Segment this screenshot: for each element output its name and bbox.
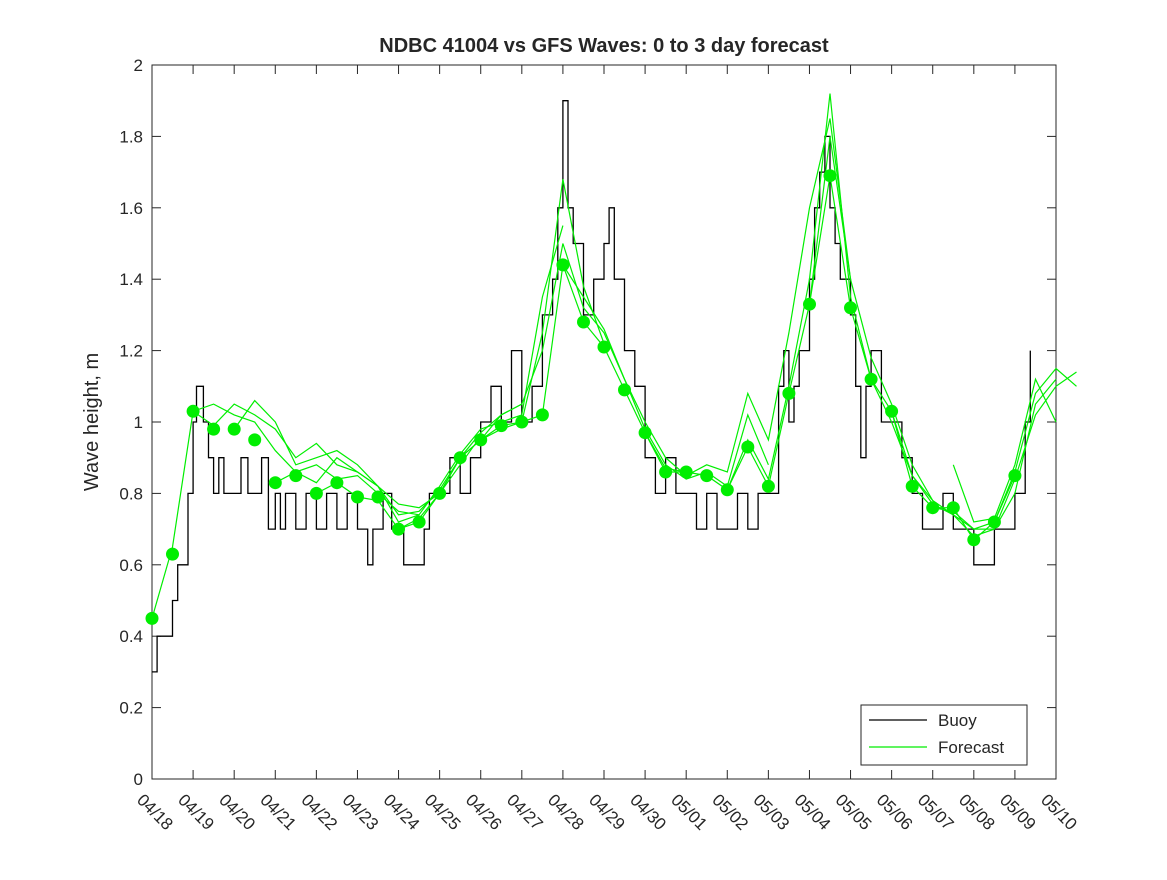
legend-box <box>860 704 1028 766</box>
forecast-marker <box>926 501 940 515</box>
y-tick-label: 0.6 <box>119 556 143 575</box>
forecast-marker <box>412 515 426 529</box>
forecast-marker <box>659 465 673 479</box>
forecast-markers <box>145 169 1022 625</box>
forecast-marker <box>1008 469 1022 483</box>
forecast-marker <box>474 433 488 447</box>
y-tick-label: 0.8 <box>119 484 143 503</box>
forecast-marker <box>823 169 837 183</box>
forecast-marker <box>145 611 159 625</box>
forecast-marker <box>535 408 549 422</box>
forecast-marker <box>166 547 179 561</box>
forecast-marker <box>186 404 200 418</box>
forecast-marker <box>741 440 755 454</box>
forecast-marker <box>618 383 631 397</box>
forecast-marker <box>597 340 611 354</box>
buoy-line <box>152 100 1031 673</box>
forecast-marker <box>638 426 652 440</box>
forecast-marker <box>392 522 405 536</box>
forecast-line <box>808 136 1057 530</box>
forecast-marker <box>864 372 878 386</box>
forecast-marker <box>782 386 796 400</box>
buoy-series <box>152 100 1031 673</box>
forecast-marker <box>967 533 981 547</box>
forecast-marker <box>761 479 775 493</box>
forecast-line <box>192 403 482 509</box>
forecast-line <box>644 93 934 501</box>
forecast-marker <box>720 483 734 497</box>
forecast-marker <box>885 404 899 418</box>
forecast-marker <box>987 515 1001 529</box>
forecast-line <box>562 118 852 477</box>
forecast-marker <box>556 258 570 272</box>
y-tick-label: 1.2 <box>119 342 143 361</box>
forecast-marker <box>494 419 508 433</box>
forecast-line <box>952 377 1057 523</box>
forecast-marker <box>803 297 816 311</box>
legend-label-buoy: Buoy <box>938 711 977 730</box>
plot-area <box>151 64 1057 780</box>
forecast-line <box>932 367 1077 530</box>
forecast-marker <box>905 479 919 493</box>
y-tick-label: 2 <box>134 56 143 75</box>
forecast-marker <box>515 415 529 429</box>
forecast-marker <box>309 486 323 500</box>
y-tick-label: 0.2 <box>119 699 143 718</box>
legend: Buoy Forecast <box>860 704 1028 766</box>
y-tick-label: 1.6 <box>119 199 143 218</box>
y-axis: 0 0.2 0.4 0.6 0.8 1 1.2 1.4 1.6 1.8 2 <box>119 56 1056 789</box>
y-tick-label: 1 <box>134 413 143 432</box>
forecast-marker <box>207 422 221 436</box>
forecast-marker <box>248 433 262 447</box>
forecast-marker <box>577 315 590 329</box>
forecast-marker <box>844 301 857 315</box>
forecast-marker <box>330 476 344 490</box>
forecast-marker <box>227 422 241 436</box>
y-tick-label: 1.8 <box>119 127 143 146</box>
forecast-marker <box>268 476 282 490</box>
forecast-marker <box>289 469 303 483</box>
forecast-marker <box>433 486 447 500</box>
forecast-marker <box>351 490 364 504</box>
forecast-marker <box>453 451 467 465</box>
y-tick-label: 0.4 <box>119 627 143 646</box>
forecast-marker <box>679 465 693 479</box>
legend-label-forecast: Forecast <box>938 738 1004 757</box>
chart-title: NDBC 41004 vs GFS Waves: 0 to 3 day fore… <box>379 35 829 57</box>
y-tick-label: 0 <box>134 770 143 789</box>
forecast-line <box>275 225 564 523</box>
y-axis-label: Wave height, m <box>81 353 103 491</box>
y-tick-label: 1.4 <box>119 270 143 289</box>
forecast-marker <box>371 490 385 504</box>
forecast-marker <box>946 501 960 515</box>
forecast-marker <box>700 469 714 483</box>
